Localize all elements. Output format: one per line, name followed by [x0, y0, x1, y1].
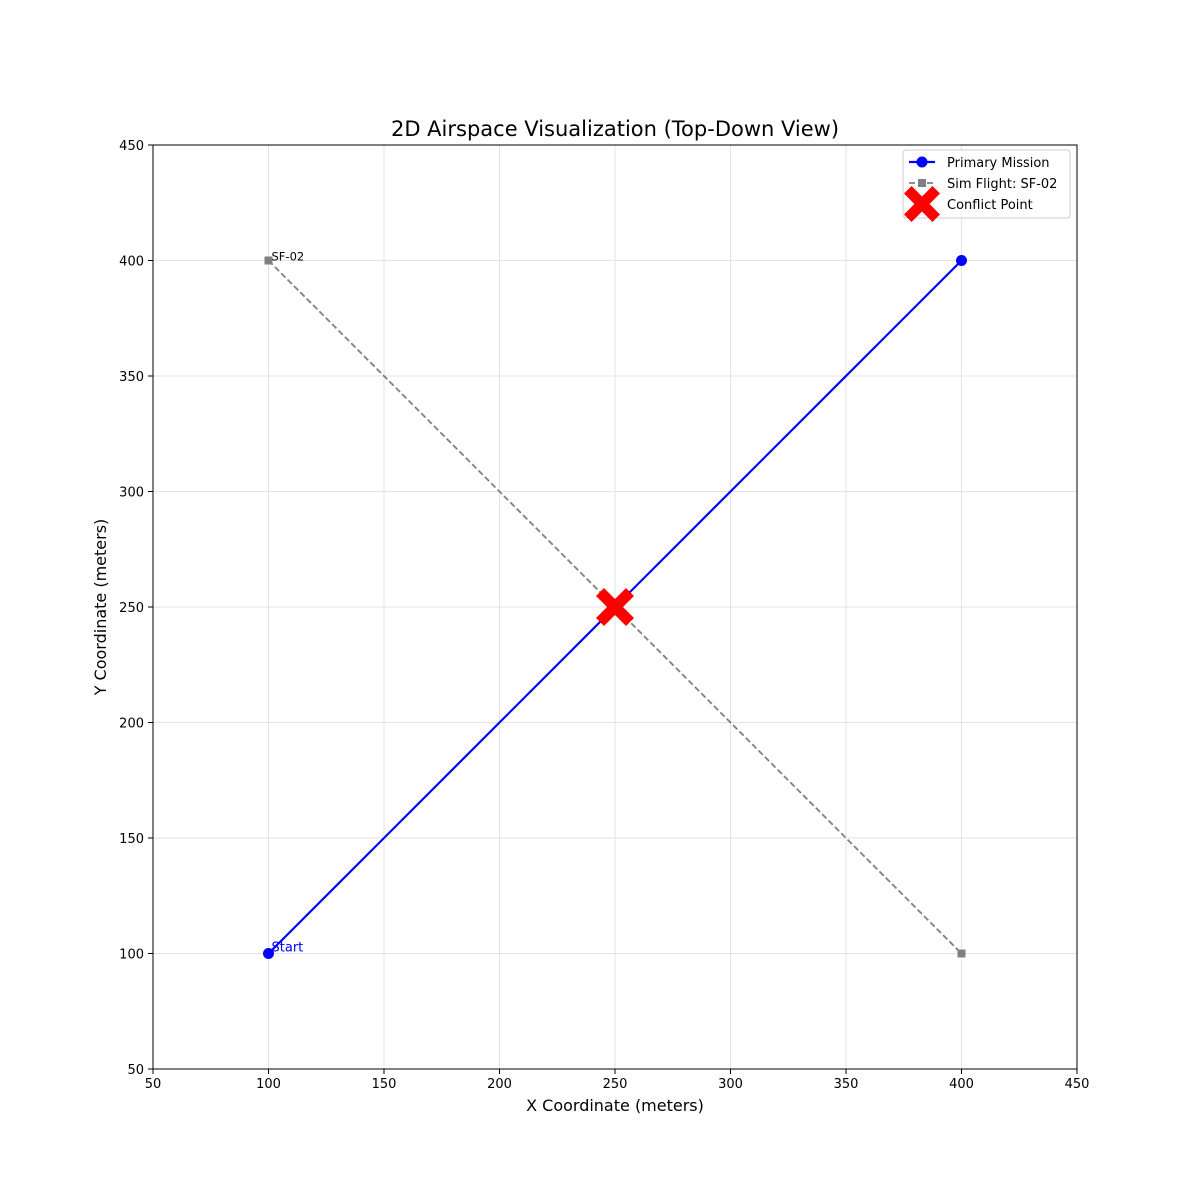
- y-tick-label: 300: [119, 486, 144, 501]
- legend-marker-conflict: [904, 186, 940, 222]
- waypoint-marker: [956, 255, 967, 266]
- x-tick-label: 400: [949, 1077, 974, 1092]
- x-tick-label: 450: [1065, 1077, 1090, 1092]
- axis-ticks: 50 100 150 200 250 300 350 400 450 50 100 150 200 250…: [119, 139, 1089, 1092]
- legend-label: Conflict Point: [947, 198, 1033, 213]
- waypoint-marker: [263, 948, 274, 959]
- legend-marker-sim: [918, 179, 926, 187]
- x-tick-label: 250: [603, 1077, 628, 1092]
- legend: Primary Mission Sim Flight: SF-02 Conflict…: [902, 149, 1071, 222]
- y-tick-label: 400: [119, 255, 144, 270]
- y-tick-label: 450: [119, 139, 144, 154]
- x-tick-label: 350: [834, 1077, 859, 1092]
- x-tick-label: 150: [372, 1077, 397, 1092]
- chart-title: 2D Airspace Visualization (Top-Down View…: [391, 117, 839, 141]
- y-axis-title: Y Coordinate (meters): [91, 519, 110, 697]
- x-tick-label: 100: [256, 1077, 281, 1092]
- x-tick-label: 200: [487, 1077, 512, 1092]
- legend-label: Primary Mission: [947, 156, 1050, 171]
- series-layer: [263, 255, 967, 959]
- annotations: Start SF-02: [272, 250, 305, 956]
- annotation-sf-02: SF-02: [272, 250, 305, 264]
- legend-marker-primary: [916, 156, 928, 168]
- y-tick-label: 200: [119, 717, 144, 732]
- waypoint-marker: [957, 949, 966, 958]
- y-tick-label: 50: [127, 1063, 144, 1078]
- y-tick-label: 350: [119, 370, 144, 385]
- y-tick-label: 150: [119, 832, 144, 847]
- x-axis-title: X Coordinate (meters): [526, 1096, 704, 1115]
- conflict-point-marker: [596, 588, 634, 626]
- x-tick-label: 50: [145, 1077, 162, 1092]
- legend-box: [902, 149, 1071, 219]
- waypoint-marker: [264, 256, 273, 265]
- annotation-start: Start: [272, 941, 304, 956]
- y-tick-label: 100: [119, 948, 144, 963]
- legend-label: Sim Flight: SF-02: [947, 177, 1057, 192]
- x-tick-label: 300: [718, 1077, 743, 1092]
- y-tick-label: 250: [119, 601, 144, 616]
